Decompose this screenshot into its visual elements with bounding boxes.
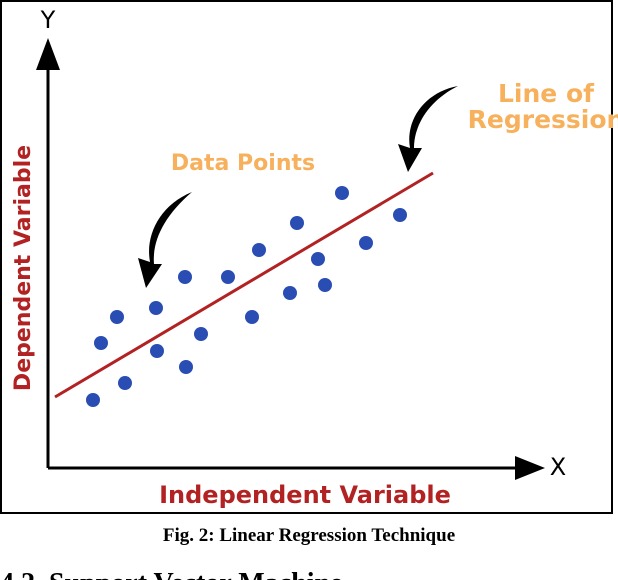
y-letter: Y <box>40 6 56 34</box>
line-annotation: Line of <box>498 79 595 108</box>
curved-arrow <box>138 192 192 288</box>
points-annotation: Data Points <box>171 151 315 176</box>
x-letter: X <box>550 453 566 481</box>
regression-line <box>54 171 434 399</box>
x-axis-label: Independent Variable <box>159 481 451 509</box>
x-arrowhead <box>515 456 545 480</box>
caption: Fig. 2: Linear Regression Technique <box>163 525 455 546</box>
y-axis-label: Dependent Variable <box>11 145 36 391</box>
section-heading: 4.2. Support Vector Machine <box>0 568 343 580</box>
line-annotation: Regression <box>468 105 618 134</box>
data-points <box>86 186 407 407</box>
y-arrowhead <box>36 38 60 70</box>
figure-border <box>0 0 613 514</box>
curved-arrow <box>398 86 458 172</box>
